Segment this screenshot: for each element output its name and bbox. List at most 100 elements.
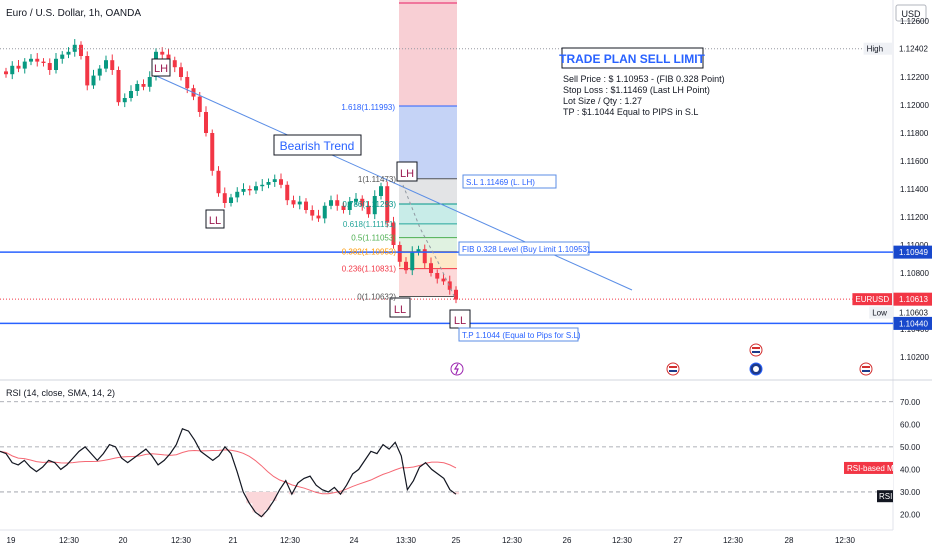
candle-body bbox=[104, 60, 108, 69]
candle-body bbox=[322, 205, 327, 219]
candle-body bbox=[404, 261, 408, 271]
bearish-trend-label[interactable]: Bearish Trend bbox=[273, 134, 362, 156]
lightning-event-icon[interactable] bbox=[450, 362, 464, 376]
candle-body bbox=[47, 63, 52, 70]
price-tick-label: 1.12200 bbox=[900, 73, 929, 82]
rsi-ma-tag-bg bbox=[844, 461, 893, 474]
us-flag-event-icon[interactable] bbox=[749, 343, 763, 357]
candle-body bbox=[210, 133, 215, 171]
bearish-trend-text: Bearish Trend bbox=[280, 139, 355, 153]
candle-body bbox=[16, 65, 21, 69]
high-tag-label-bg bbox=[863, 42, 892, 55]
candle-body bbox=[260, 184, 265, 187]
lh-marker-1[interactable]: LH bbox=[151, 58, 171, 77]
trade-plan-title: TRADE PLAN SELL LIMIT bbox=[559, 52, 705, 66]
candle-body bbox=[347, 201, 352, 210]
candle-body bbox=[291, 200, 296, 205]
ll-marker-1[interactable]: LL bbox=[205, 209, 225, 229]
projection-path bbox=[402, 184, 456, 299]
rsi-tick-label: 60.00 bbox=[900, 420, 921, 429]
rsi-ma-tag: RSI-based MA bbox=[847, 464, 900, 473]
annotations: LH LL LH LL LL Bearish Trend TRADE PLAN … bbox=[151, 47, 725, 342]
candle-body bbox=[22, 61, 27, 69]
us-flag-event-icon[interactable] bbox=[859, 362, 873, 376]
candle-body bbox=[429, 263, 433, 273]
candle-body bbox=[329, 200, 333, 206]
trade-plan-note[interactable]: TRADE PLAN SELL LIMIT Sell Price : $ 1.1… bbox=[559, 47, 725, 117]
high-tag-value-bg bbox=[893, 42, 932, 56]
rsi-tick-label: 50.00 bbox=[900, 443, 921, 452]
time-tick-label: 12:30 bbox=[723, 536, 744, 545]
price-tick-label: 1.11600 bbox=[900, 157, 929, 166]
candle-body bbox=[141, 84, 146, 87]
time-tick-label: 20 bbox=[119, 536, 128, 545]
time-tick-label: 24 bbox=[350, 536, 359, 545]
candle-body bbox=[435, 273, 440, 279]
rsi-oversold-fill bbox=[246, 491, 460, 517]
fib-level-label: 1(1.11473) bbox=[358, 175, 396, 184]
price-tick-label: 1.12600 bbox=[900, 17, 929, 26]
candle-body bbox=[166, 54, 171, 61]
candle-body bbox=[66, 51, 71, 55]
candle-body bbox=[135, 84, 140, 91]
symbol-tag-value-bg bbox=[893, 292, 932, 306]
price-tick-label: 1.10200 bbox=[900, 353, 929, 362]
fib-buy-callout[interactable]: FIB 0.328 Level (Buy Limit 1.10953) bbox=[458, 241, 590, 256]
currency-button-label[interactable]: USD bbox=[901, 9, 921, 19]
candle-body bbox=[216, 170, 221, 194]
fib-zone bbox=[399, 223, 457, 238]
candle-body bbox=[222, 193, 227, 203]
us-flag-event-icon[interactable] bbox=[749, 362, 763, 376]
candle-body bbox=[385, 186, 390, 223]
price-tick-label: 1.10800 bbox=[900, 269, 929, 278]
candle-body bbox=[285, 184, 290, 201]
high-tag-value: 1.12402 bbox=[899, 45, 928, 54]
low-tag-value: 1.10603 bbox=[899, 309, 928, 318]
candle-body bbox=[416, 249, 421, 252]
tp-callout[interactable]: T.P 1.1044 (Equal to Pips for S.L) bbox=[458, 327, 581, 342]
event-icons bbox=[450, 343, 873, 376]
candle-body bbox=[91, 75, 96, 86]
lh-marker-1-text: LH bbox=[154, 63, 168, 75]
time-tick-label: 12:30 bbox=[280, 536, 301, 545]
candle-body bbox=[372, 196, 377, 215]
ll-marker-3[interactable]: LL bbox=[449, 309, 471, 329]
sell-limit-tag-value-bg bbox=[893, 245, 932, 259]
price-tick-label: 1.11000 bbox=[900, 241, 929, 250]
price-tick-label: 1.11800 bbox=[900, 129, 929, 138]
candle-body bbox=[60, 54, 65, 59]
ll-marker-2-text: LL bbox=[394, 304, 406, 316]
candle-body bbox=[422, 249, 427, 264]
candle-body bbox=[341, 205, 346, 210]
trade-plan-line-2: Stop Loss : $1.11469 (Last LH Point) bbox=[563, 85, 710, 95]
key-levels bbox=[0, 48, 893, 325]
rsi-tag: RSI bbox=[879, 492, 892, 501]
candle-body bbox=[316, 215, 321, 219]
candle-body bbox=[410, 252, 415, 271]
stop-loss-zone bbox=[399, 0, 457, 106]
sl-callout[interactable]: S.L 1.11469 (L. LH) bbox=[462, 174, 557, 189]
time-tick-label: 21 bbox=[229, 536, 238, 545]
fib-level-label: 0.382(1.10953) bbox=[342, 248, 397, 257]
ll-marker-3-text: LL bbox=[454, 315, 466, 327]
candle-body bbox=[197, 96, 202, 112]
candle-body bbox=[310, 210, 315, 216]
candle-body bbox=[397, 245, 402, 262]
price-tick-label: 1.11200 bbox=[900, 213, 929, 222]
candle-body bbox=[235, 191, 240, 198]
lh-marker-2-text: LH bbox=[400, 168, 414, 180]
ll-marker-2[interactable]: LL bbox=[389, 297, 411, 318]
symbol-tag-value: 1.10613 bbox=[899, 295, 928, 304]
currency-button[interactable]: USD bbox=[895, 4, 927, 22]
fib-buy-callout-text: FIB 0.328 Level (Buy Limit 1.10953) bbox=[462, 245, 590, 254]
candle-body bbox=[266, 182, 271, 185]
symbol-tag-label-bg bbox=[852, 293, 892, 306]
time-tick-label: 12:30 bbox=[171, 536, 192, 545]
us-flag-event-icon[interactable] bbox=[666, 362, 680, 376]
candle-body bbox=[247, 189, 252, 191]
lh-marker-2[interactable]: LH bbox=[396, 161, 418, 182]
time-tick-label: 25 bbox=[452, 536, 461, 545]
candle-body bbox=[160, 51, 165, 55]
candle-body bbox=[72, 44, 77, 52]
